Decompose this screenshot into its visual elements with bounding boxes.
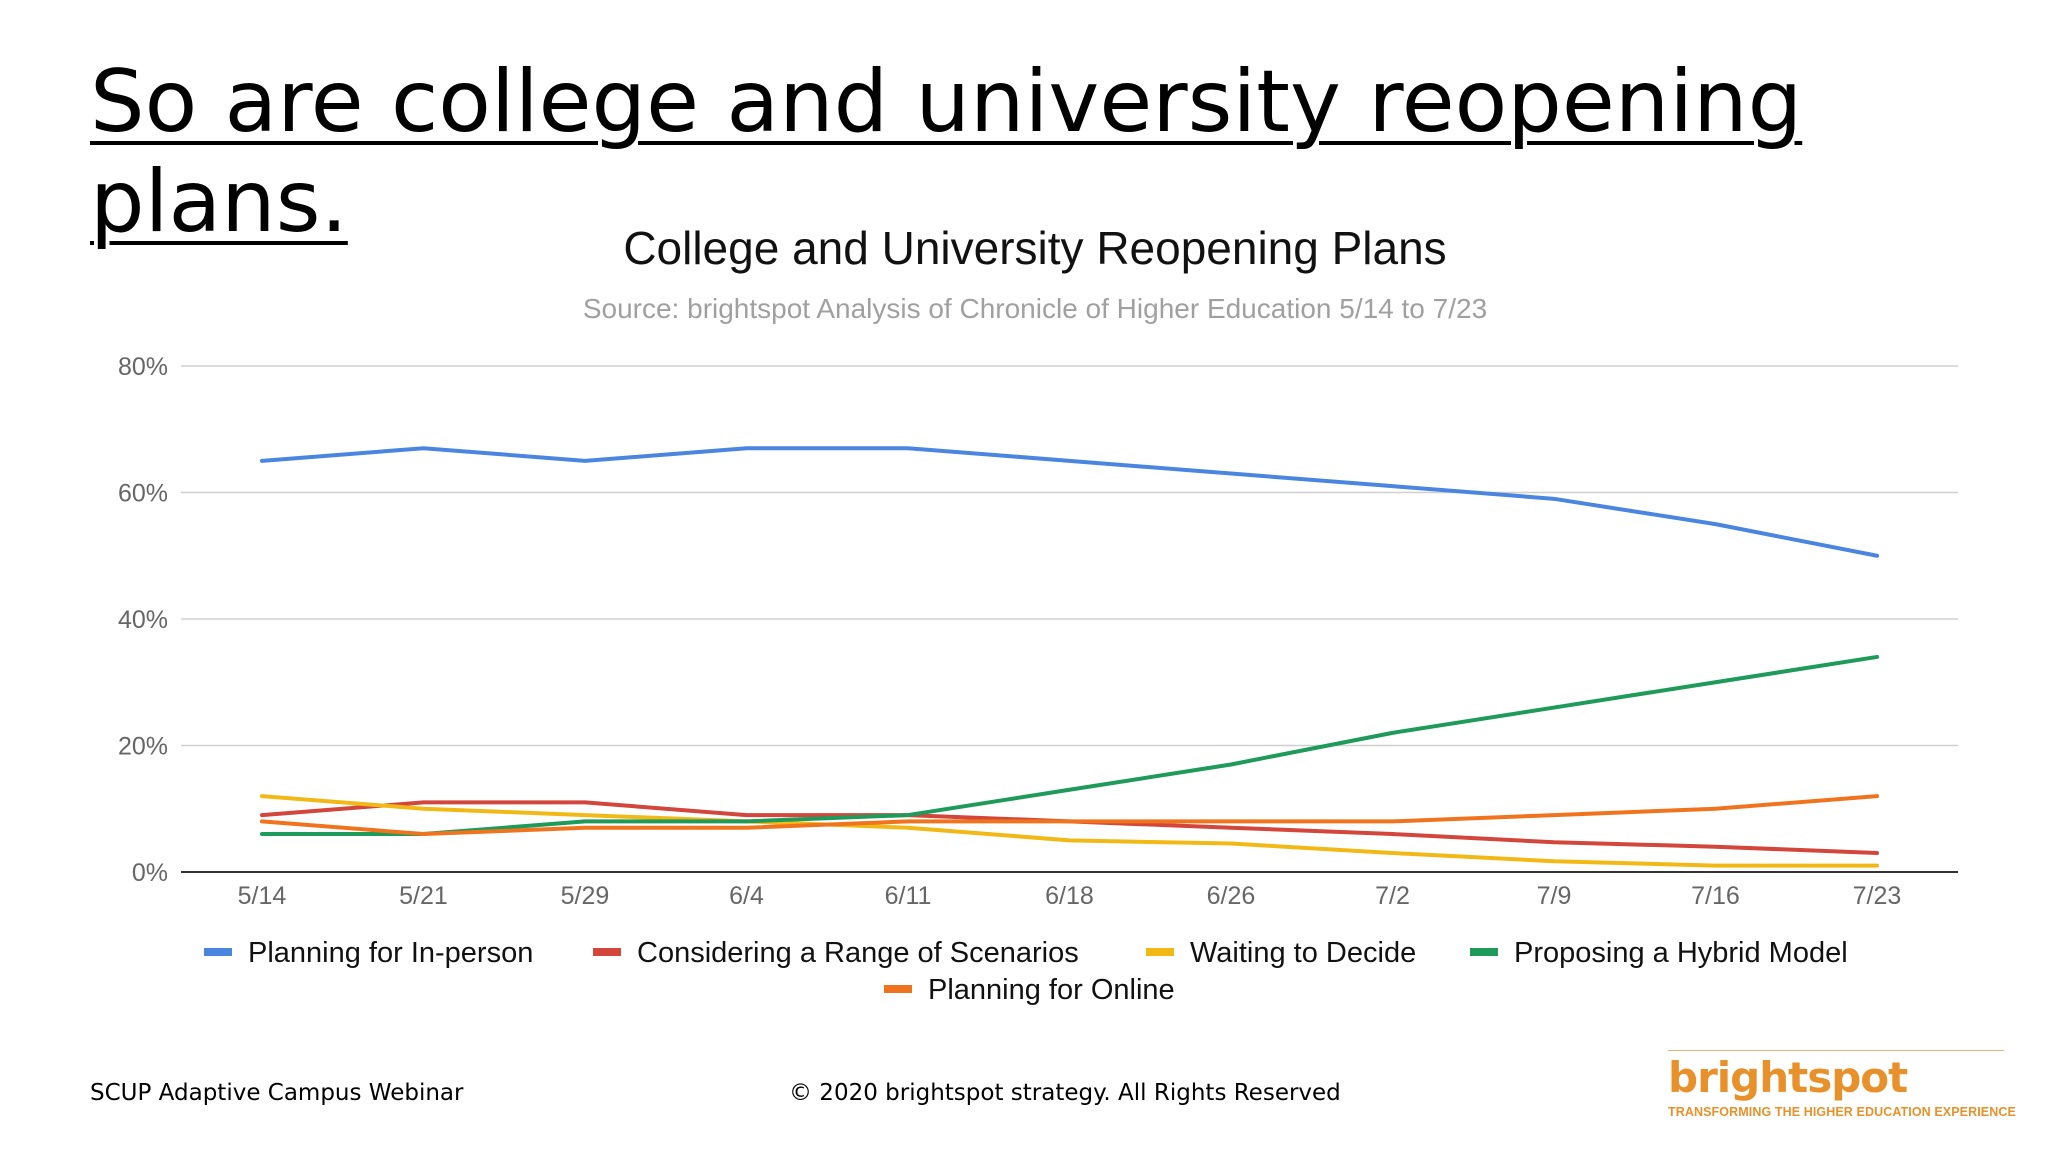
x-tick-label: 5/14 (238, 882, 287, 910)
legend-label: Waiting to Decide (1190, 937, 1416, 969)
legend-swatch (1470, 948, 1498, 956)
legend-swatch (204, 948, 232, 956)
footer-copyright: © 2020 brightspot strategy. All Rights R… (789, 1080, 1341, 1106)
legend-swatch (593, 948, 621, 956)
x-tick-label: 6/26 (1207, 882, 1256, 910)
y-tick-label: 0% (132, 859, 168, 887)
logo-tagline: TRANSFORMING THE HIGHER EDUCATION EXPERI… (1668, 1105, 2016, 1119)
series-line (260, 446, 1879, 558)
brightspot-logo: brightspot TRANSFORMING THE HIGHER EDUCA… (1668, 1050, 2016, 1119)
y-tick-label: 60% (118, 480, 168, 508)
x-tick-label: 6/11 (885, 882, 932, 910)
y-tick-label: 40% (118, 606, 168, 634)
footer-webinar-name: SCUP Adaptive Campus Webinar (90, 1080, 464, 1106)
legend-label: Planning for Online (928, 974, 1175, 1006)
x-tick-label: 7/9 (1537, 882, 1572, 910)
x-tick-label: 5/29 (561, 882, 610, 910)
x-tick-label: 7/2 (1375, 882, 1410, 910)
legend-label: Planning for In-person (248, 937, 533, 969)
y-tick-label: 20% (118, 733, 168, 761)
legend-label: Proposing a Hybrid Model (1514, 937, 1848, 969)
logo-wordmark: brightspot (1668, 1053, 1908, 1102)
legend-label: Considering a Range of Scenarios (637, 937, 1079, 969)
slide-title: So are college and university reopening … (90, 52, 1803, 252)
chart-title: College and University Reopening Plans (623, 222, 1446, 274)
logo-rule (1668, 1050, 2004, 1051)
chart-legend: Planning for In-person Considering a Rang… (204, 937, 1848, 1006)
series-line (260, 654, 1879, 837)
x-tick-label: 7/23 (1853, 882, 1902, 910)
y-tick-label: 80% (118, 353, 168, 381)
x-tick-label: 6/18 (1045, 882, 1094, 910)
legend-swatch (1146, 948, 1174, 956)
x-axis-labels: 5/14 5/21 5/29 6/4 6/11 6/18 6/26 7/2 7/9 7/16 7/2… (238, 882, 1902, 910)
chart-subtitle: Source: brightspot Analysis of Chronicle… (583, 293, 1487, 324)
series-line (260, 794, 1879, 837)
series-lines (260, 446, 1879, 868)
x-tick-label: 6/4 (729, 882, 764, 910)
chart-grid (181, 365, 1958, 873)
y-axis-labels: 0% 20% 40% 60% 80% (118, 353, 168, 887)
x-tick-label: 7/16 (1691, 882, 1740, 910)
series-line (260, 794, 1879, 868)
legend-swatch (884, 985, 912, 993)
x-tick-label: 5/21 (399, 882, 448, 910)
